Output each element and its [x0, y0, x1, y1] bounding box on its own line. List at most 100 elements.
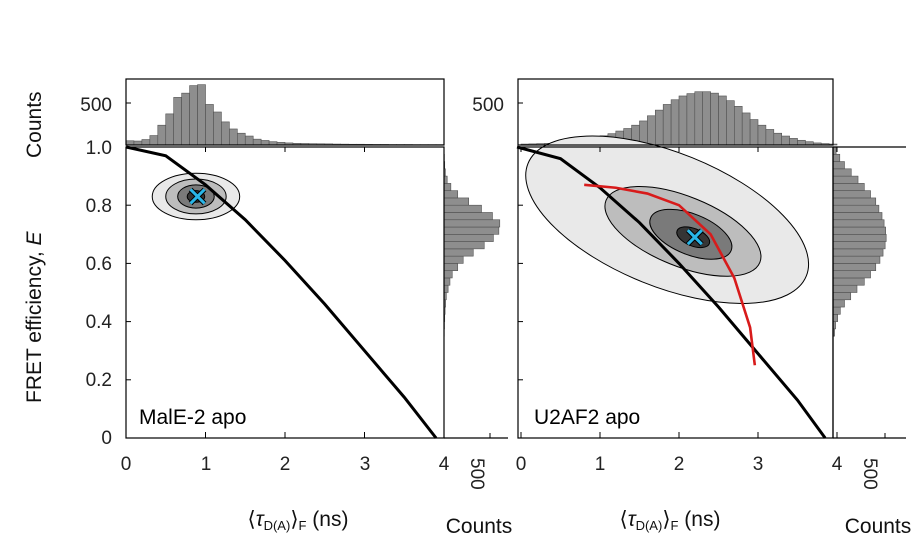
left-marker-x: [189, 188, 206, 205]
right-dynamic-fret-line: [584, 183, 757, 366]
left-tau-bar: [189, 85, 198, 146]
left-top-hist-frame: [125, 78, 445, 146]
right-tau-bar: [726, 100, 735, 146]
left-E-bar: [443, 212, 493, 221]
right-tau-bar: [710, 92, 719, 146]
y-tick-0.4: 0.4: [86, 312, 113, 333]
right-top-hist-frame: [517, 78, 834, 146]
left-tau-bar: [252, 138, 262, 146]
left-E-bar: [443, 241, 485, 250]
right-tau-bar: [765, 129, 775, 146]
right-panel-label: U2AF2 apo: [534, 406, 640, 429]
right-tau-bar: [662, 104, 672, 146]
left-tau-bar: [125, 140, 135, 146]
left-E-bar: [443, 197, 469, 206]
left-tau-bar: [221, 121, 230, 146]
left-tau-bar: [149, 135, 159, 146]
right-E-bar: [832, 314, 838, 322]
left-tau-bar: [244, 135, 254, 146]
right-x-tick-1: 1: [595, 454, 606, 475]
right-E-bar: [832, 284, 858, 293]
left-side-hist-tick-500: 500: [466, 458, 487, 490]
right-E-bar: [832, 190, 871, 199]
right-tau-bar: [797, 139, 806, 146]
right-E-bar: [832, 226, 886, 235]
right-static-fret-line: [516, 145, 827, 439]
left-tau-bar: [213, 111, 222, 146]
right-E-bar: [832, 270, 871, 279]
hist-y-axis-label: Counts: [23, 91, 46, 158]
left-E-bar: [443, 263, 459, 271]
left-x-tick-4: 4: [439, 454, 450, 475]
left-E-histogram: [443, 146, 501, 337]
left-E-bar: [443, 248, 474, 257]
right-E-bar: [832, 234, 887, 242]
right-E-bar: [832, 153, 841, 162]
right-E-bar: [832, 212, 883, 221]
left-tau-bar: [229, 128, 238, 146]
right-E-bar: [832, 204, 880, 213]
right-tau-bar: [789, 138, 798, 146]
y-tick-0.2: 0.2: [86, 370, 112, 391]
left-tau-bar: [237, 132, 246, 146]
left-panel-label: MalE-2 apo: [139, 406, 246, 429]
left-E-bar: [443, 226, 500, 235]
right-E-bar: [832, 277, 865, 286]
left-x-axis-label: ⟨τD(A)⟩F (ns): [248, 508, 349, 533]
y-tick-0.6: 0.6: [86, 254, 112, 275]
right-tau-bar: [741, 112, 751, 146]
right-E-bar: [832, 219, 885, 228]
right-E-bar: [832, 306, 841, 315]
right-E-bar: [832, 175, 859, 184]
left-E-bar: [443, 284, 449, 293]
left-center-marker: [188, 187, 207, 206]
y-tick-0: 0: [101, 428, 112, 449]
y-tick-0.8: 0.8: [86, 196, 112, 217]
left-tau-bar: [157, 124, 167, 146]
right-tau-bar: [647, 115, 656, 146]
right-tau-bar: [757, 124, 767, 146]
right-tau-bar: [670, 99, 680, 146]
right-x-tick-4: 4: [832, 454, 843, 475]
left-tau-bar: [173, 97, 182, 146]
left-side-hist-label: Counts: [446, 515, 513, 538]
y-tick-1.0: 1.0: [86, 138, 112, 159]
left-E-bar: [443, 219, 501, 228]
right-tau-bar: [749, 119, 759, 146]
right-center-marker: [686, 228, 704, 246]
left-E-bar: [443, 183, 452, 191]
right-tau-bar: [733, 106, 743, 146]
left-E-bar: [443, 277, 451, 286]
right-tau-bar: [702, 91, 711, 146]
left-x-tick-3: 3: [360, 454, 371, 475]
left-hist-tick-500: 500: [80, 95, 112, 116]
right-marker-x: [686, 229, 703, 246]
left-tau-bar: [181, 92, 190, 146]
right-x-axis-label: ⟨τD(A)⟩F (ns): [620, 508, 721, 533]
right-E-bar: [832, 241, 886, 250]
right-E-bar: [832, 168, 852, 177]
right-E-bar: [832, 161, 845, 170]
left-E-bar: [443, 204, 482, 213]
left-x-tick-2: 2: [280, 454, 291, 475]
right-x-tick-3: 3: [753, 454, 764, 475]
axis-ticks: [125, 102, 886, 439]
left-x-tick-1: 1: [201, 454, 212, 475]
left-static-fret-line: [125, 145, 438, 439]
left-E-bar: [443, 270, 453, 279]
right-tau-bar: [773, 132, 782, 146]
right-hist-tick-500: 500: [472, 95, 504, 116]
right-x-tick-2: 2: [674, 454, 685, 475]
left-tau-bar: [205, 104, 214, 146]
right-x-tick-0: 0: [516, 454, 527, 475]
right-tau-bar: [686, 93, 696, 146]
left-x-tick-0: 0: [121, 454, 132, 475]
left-tau-bar: [260, 140, 270, 146]
left-tau-bar: [141, 139, 151, 146]
right-E-bar: [832, 263, 877, 271]
left-tau-bar: [165, 113, 174, 146]
right-E-bar: [832, 292, 852, 301]
left-tau-histogram: [125, 84, 445, 146]
right-E-histogram: [832, 146, 887, 337]
